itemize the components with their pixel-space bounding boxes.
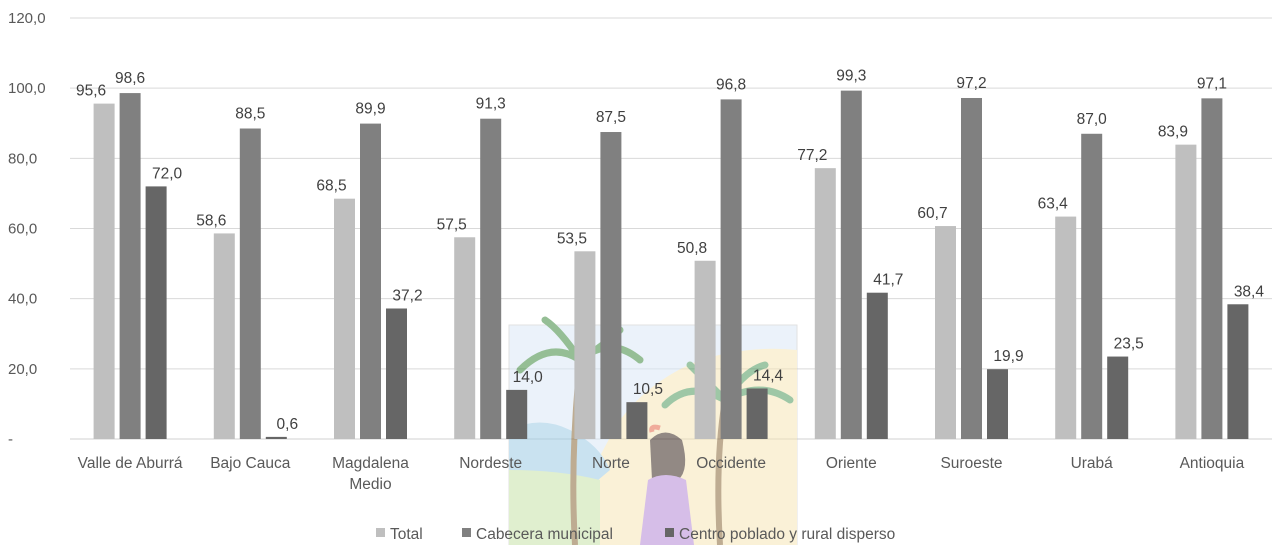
data-label: 14,0	[513, 369, 544, 386]
legend-swatch	[665, 528, 674, 537]
category-label: Oriente	[826, 455, 877, 472]
y-tick-label: 80,0	[8, 150, 37, 167]
y-tick-label: -	[8, 431, 13, 448]
bar-total	[213, 233, 235, 439]
bar-centro-poblado-y-rural-disperso	[1107, 356, 1129, 439]
y-axis-ticks: - 20,0 40,0 60,0 80,0 100,0 120,0	[8, 10, 46, 448]
bar-cabecera-municipal	[720, 99, 742, 439]
data-label: 63,4	[1038, 196, 1069, 213]
bar-centro-poblado-y-rural-disperso	[386, 308, 407, 439]
data-label: 60,7	[917, 205, 947, 222]
data-label: 68,5	[316, 178, 346, 195]
bar-centro-poblado-y-rural-disperso	[866, 292, 888, 439]
category-label: Antioquia	[1180, 455, 1245, 472]
data-label: 98,6	[115, 70, 145, 87]
data-label: 87,0	[1077, 111, 1108, 128]
data-label: 19,9	[993, 348, 1023, 365]
legend: Total Cabecera municipal Centro poblado y …	[376, 526, 895, 543]
y-tick-label: 60,0	[8, 221, 37, 238]
data-label: 97,2	[956, 75, 986, 92]
legend-swatch	[462, 528, 471, 537]
bar-cabecera-municipal	[1081, 133, 1103, 439]
bar-total	[694, 260, 716, 439]
data-label: 14,4	[753, 367, 784, 384]
data-label: 88,5	[235, 106, 265, 123]
bar-centro-poblado-y-rural-disperso	[145, 186, 167, 439]
category-label: Norte	[592, 455, 630, 472]
bar-total	[574, 251, 596, 439]
bar-total	[814, 168, 836, 439]
data-label: 23,5	[1114, 336, 1144, 353]
category-label: Bajo Cauca	[210, 455, 291, 472]
bar-cabecera-municipal	[119, 93, 141, 439]
bar-total	[1055, 216, 1077, 439]
data-label: 83,9	[1158, 124, 1188, 141]
data-label: 91,3	[476, 96, 506, 113]
category-label: Nordeste	[459, 455, 522, 472]
data-label: 97,1	[1197, 75, 1227, 92]
data-label: 38,4	[1234, 283, 1265, 300]
legend-label: Centro poblado y rural disperso	[679, 526, 895, 543]
bar-centro-poblado-y-rural-disperso	[506, 389, 528, 439]
data-label: 41,7	[873, 272, 903, 289]
bar-centro-poblado-y-rural-disperso	[987, 369, 1008, 439]
data-label: 10,5	[633, 381, 663, 398]
legend-label: Total	[390, 526, 423, 543]
data-label: 57,5	[437, 216, 467, 233]
category-label: Valle de Aburrá	[78, 455, 183, 472]
data-label: 53,5	[557, 230, 587, 247]
data-label: 0,6	[277, 416, 299, 433]
data-label: 95,6	[76, 83, 106, 100]
data-label: 89,9	[355, 101, 385, 118]
bar-cabecera-municipal	[1201, 98, 1223, 440]
bar-centro-poblado-y-rural-disperso	[1227, 304, 1249, 439]
data-label: 50,8	[677, 240, 707, 257]
data-label: 58,6	[196, 212, 226, 229]
legend-swatch	[376, 528, 385, 537]
watermark-image	[508, 316, 798, 545]
bar-cabecera-municipal	[600, 132, 622, 440]
legend-label: Cabecera municipal	[476, 526, 613, 543]
gridlines	[70, 17, 1272, 440]
bar-cabecera-municipal	[360, 123, 381, 439]
y-tick-label: 120,0	[8, 10, 46, 27]
category-label: Occidente	[696, 455, 766, 472]
bar-centro-poblado-y-rural-disperso	[746, 388, 768, 439]
bars	[93, 90, 1249, 440]
data-label: 99,3	[836, 68, 866, 85]
category-label: Magdalena Medio	[332, 455, 409, 493]
data-label: 37,2	[392, 287, 422, 304]
category-label: Urabá	[1071, 455, 1114, 472]
bar-centro-poblado-y-rural-disperso	[626, 402, 648, 439]
y-tick-label: 20,0	[8, 361, 37, 378]
bar-cabecera-municipal	[239, 128, 261, 439]
bar-cabecera-municipal	[840, 90, 862, 439]
data-label: 96,8	[716, 76, 746, 93]
bar-cabecera-municipal	[961, 97, 982, 440]
bar-centro-poblado-y-rural-disperso	[265, 436, 287, 439]
category-label: Suroeste	[940, 455, 1002, 472]
y-tick-label: 100,0	[8, 80, 46, 97]
data-labels: 95,6 58,6 68,5 57,5 53,5 50,8 77,2 60,7 63,4 83,9…	[76, 68, 1264, 433]
category-labels: Valle de Aburrá Bajo Cauca Magdalena Medio N…	[78, 455, 1245, 493]
data-label: 87,5	[596, 109, 626, 126]
data-label: 72,0	[152, 165, 183, 182]
bar-total	[93, 103, 115, 439]
y-tick-label: 40,0	[8, 291, 37, 308]
bar-total	[1175, 144, 1197, 440]
bar-total	[935, 226, 956, 439]
bar-cabecera-municipal	[480, 118, 502, 440]
woman-figure-icon	[640, 424, 694, 545]
bar-total	[454, 237, 476, 439]
bar-total	[334, 198, 355, 439]
data-label: 77,2	[797, 147, 827, 164]
